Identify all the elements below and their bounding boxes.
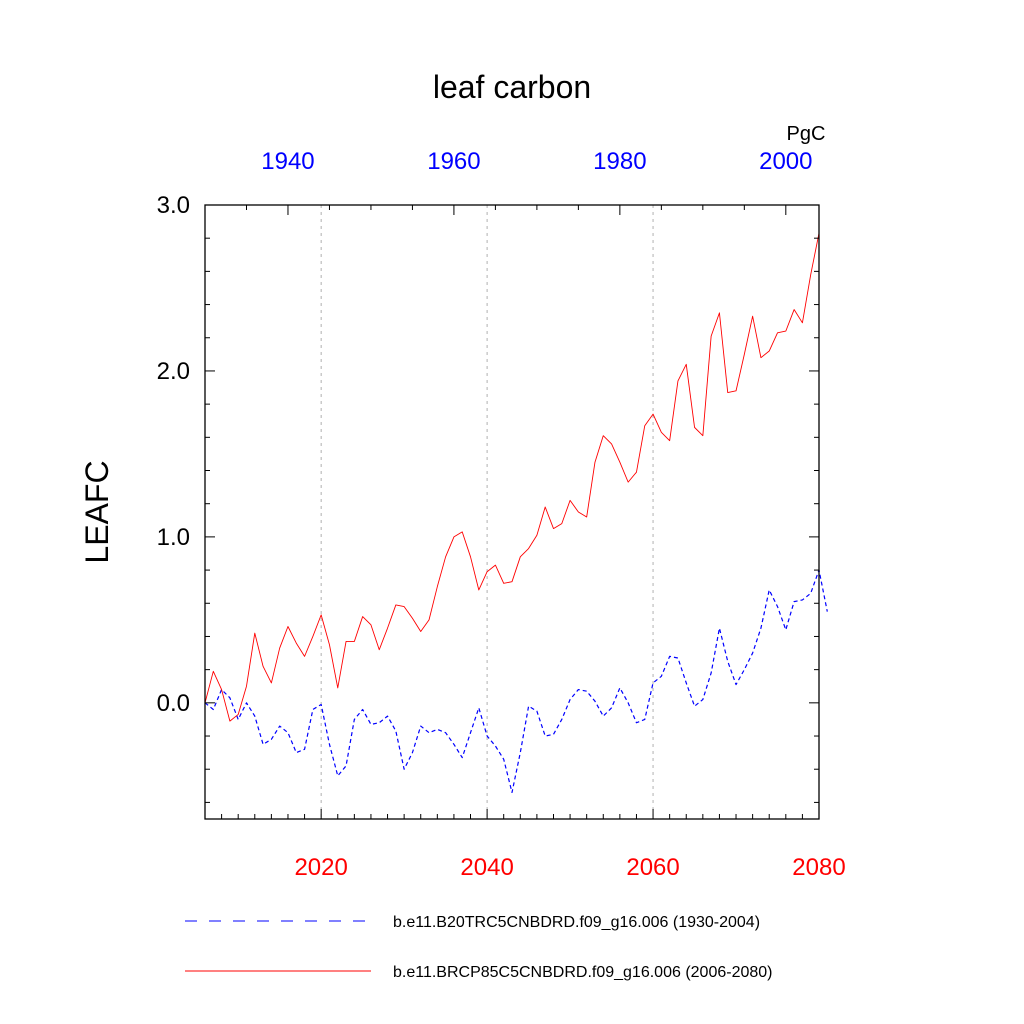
x-bottom-tick-label: 2080 (792, 854, 845, 881)
x-top-tick-label: 1940 (261, 148, 314, 175)
y-tick-label: 0.0 (157, 690, 190, 717)
x-top-tick-label: 1980 (593, 148, 646, 175)
legend: b.e11.B20TRC5CNBDRD.f09_g16.006 (1930-20… (185, 914, 772, 981)
plot-frame (204, 204, 820, 820)
series-line-rcp85 (204, 233, 820, 722)
x-bottom-tick-label: 2060 (626, 854, 679, 881)
series-line-historical (204, 569, 828, 794)
x-bottom-tick-label: 2040 (460, 854, 513, 881)
legend-label: b.e11.BRCP85C5CNBDRD.f09_g16.006 (2006-2… (393, 964, 772, 981)
y-axis-label: LEAFC (79, 460, 115, 563)
x-top-tick-label: 2000 (759, 148, 812, 175)
legend-label: b.e11.B20TRC5CNBDRD.f09_g16.006 (1930-20… (393, 914, 760, 931)
series-lines (204, 233, 828, 794)
units-label: PgC (787, 123, 826, 145)
gridlines (320, 205, 654, 819)
x-bottom-tick-label: 2020 (294, 854, 347, 881)
axes: 0.0 1.0 2.0 3.0 2020 2040 2060 2080 1940 1960 1980… (157, 148, 846, 881)
y-tick-label: 1.0 (157, 524, 190, 551)
chart-title: leaf carbon (433, 69, 591, 105)
y-tick-label: 3.0 (157, 192, 190, 219)
y-tick-label: 2.0 (157, 358, 190, 385)
x-top-tick-label: 1960 (427, 148, 480, 175)
